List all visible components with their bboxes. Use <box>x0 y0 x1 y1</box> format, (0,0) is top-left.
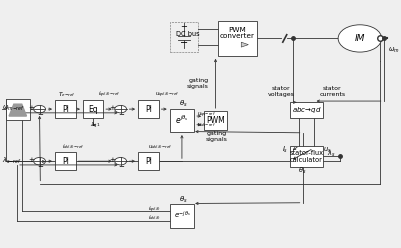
Text: $\lambda_{s1}$: $\lambda_{s1}$ <box>89 120 100 129</box>
Text: $u_{qs(\lambda)\mathrm{-}ref}$: $u_{qs(\lambda)\mathrm{-}ref}$ <box>155 90 179 100</box>
Text: −: − <box>180 38 188 48</box>
Circle shape <box>34 157 45 165</box>
Text: +: + <box>28 105 34 111</box>
Text: stator
voltages: stator voltages <box>267 86 294 97</box>
Text: $i_{ds(\lambda)}$: $i_{ds(\lambda)}$ <box>148 214 161 222</box>
Text: −: − <box>37 112 43 118</box>
Bar <box>55 152 75 170</box>
Text: $u_s$: $u_s$ <box>323 145 332 155</box>
Text: −: − <box>118 164 124 170</box>
Bar <box>217 21 257 56</box>
Text: $e^{-j\theta_s}$: $e^{-j\theta_s}$ <box>174 210 190 221</box>
Text: gating
signals: gating signals <box>205 131 227 142</box>
Text: IM: IM <box>355 34 365 43</box>
Text: $i_{qs(\lambda)}$: $i_{qs(\lambda)}$ <box>148 204 161 215</box>
Text: DC bus: DC bus <box>176 31 200 37</box>
Bar <box>290 102 323 118</box>
Text: PI: PI <box>145 105 152 114</box>
Circle shape <box>338 25 382 52</box>
Bar <box>55 100 75 118</box>
Circle shape <box>115 105 127 113</box>
Text: $\theta_s$: $\theta_s$ <box>298 166 307 176</box>
Text: $\lambda_{s\mathrm{-}ref}$: $\lambda_{s\mathrm{-}ref}$ <box>2 155 22 166</box>
Text: $\theta_s$: $\theta_s$ <box>179 195 187 205</box>
Text: +: + <box>109 157 115 163</box>
Text: $abc\!\to\! qd$: $abc\!\to\! qd$ <box>292 105 322 115</box>
Bar <box>204 111 227 129</box>
Text: converter: converter <box>220 33 255 39</box>
Text: $I_s$: $I_s$ <box>282 145 289 155</box>
Text: PI: PI <box>62 157 69 166</box>
Text: $\theta_s$: $\theta_s$ <box>179 99 187 109</box>
Text: +: + <box>180 22 187 31</box>
Text: $u_{qs\mathrm{-}ref}$: $u_{qs\mathrm{-}ref}$ <box>196 111 215 121</box>
Text: gating
signals: gating signals <box>186 78 209 89</box>
Text: $\omega_{m\mathrm{-}ref}$: $\omega_{m\mathrm{-}ref}$ <box>2 104 25 113</box>
Text: $T_{e\mathrm{-}ref}$: $T_{e\mathrm{-}ref}$ <box>58 91 75 99</box>
Bar <box>83 100 103 118</box>
Text: +: + <box>28 157 34 163</box>
Text: $i_{qs(\lambda)\mathrm{-}ref}$: $i_{qs(\lambda)\mathrm{-}ref}$ <box>97 90 120 100</box>
Text: PWM: PWM <box>229 27 246 33</box>
Circle shape <box>115 157 127 165</box>
Text: Eq: Eq <box>88 105 98 114</box>
Polygon shape <box>241 42 248 47</box>
Bar <box>138 152 158 170</box>
Text: PI: PI <box>145 157 152 166</box>
Text: $u_{ds(\lambda)\mathrm{-}ref}$: $u_{ds(\lambda)\mathrm{-}ref}$ <box>148 143 172 151</box>
Text: −: − <box>37 164 43 170</box>
Polygon shape <box>9 104 26 116</box>
Text: $\lambda_s$: $\lambda_s$ <box>327 149 336 159</box>
Text: stator
currents: stator currents <box>319 86 345 97</box>
Text: PWM: PWM <box>206 116 225 125</box>
Text: −: − <box>118 112 124 118</box>
Text: $u_{ds\mathrm{-}ref}$: $u_{ds\mathrm{-}ref}$ <box>196 121 215 129</box>
Text: stator-flux
calculator: stator-flux calculator <box>290 150 324 163</box>
Bar <box>170 109 194 132</box>
Bar <box>290 146 323 167</box>
Bar <box>170 204 194 228</box>
Text: $e^{j\theta_s}$: $e^{j\theta_s}$ <box>175 114 189 126</box>
Circle shape <box>34 105 45 113</box>
Text: PI: PI <box>62 105 69 114</box>
Bar <box>6 98 30 120</box>
Text: $\omega_m$: $\omega_m$ <box>388 46 399 55</box>
Bar <box>138 100 158 118</box>
Text: +: + <box>109 105 115 111</box>
Bar <box>170 22 198 52</box>
Text: $i_{ds(\lambda)\mathrm{-}ref}$: $i_{ds(\lambda)\mathrm{-}ref}$ <box>62 143 84 151</box>
